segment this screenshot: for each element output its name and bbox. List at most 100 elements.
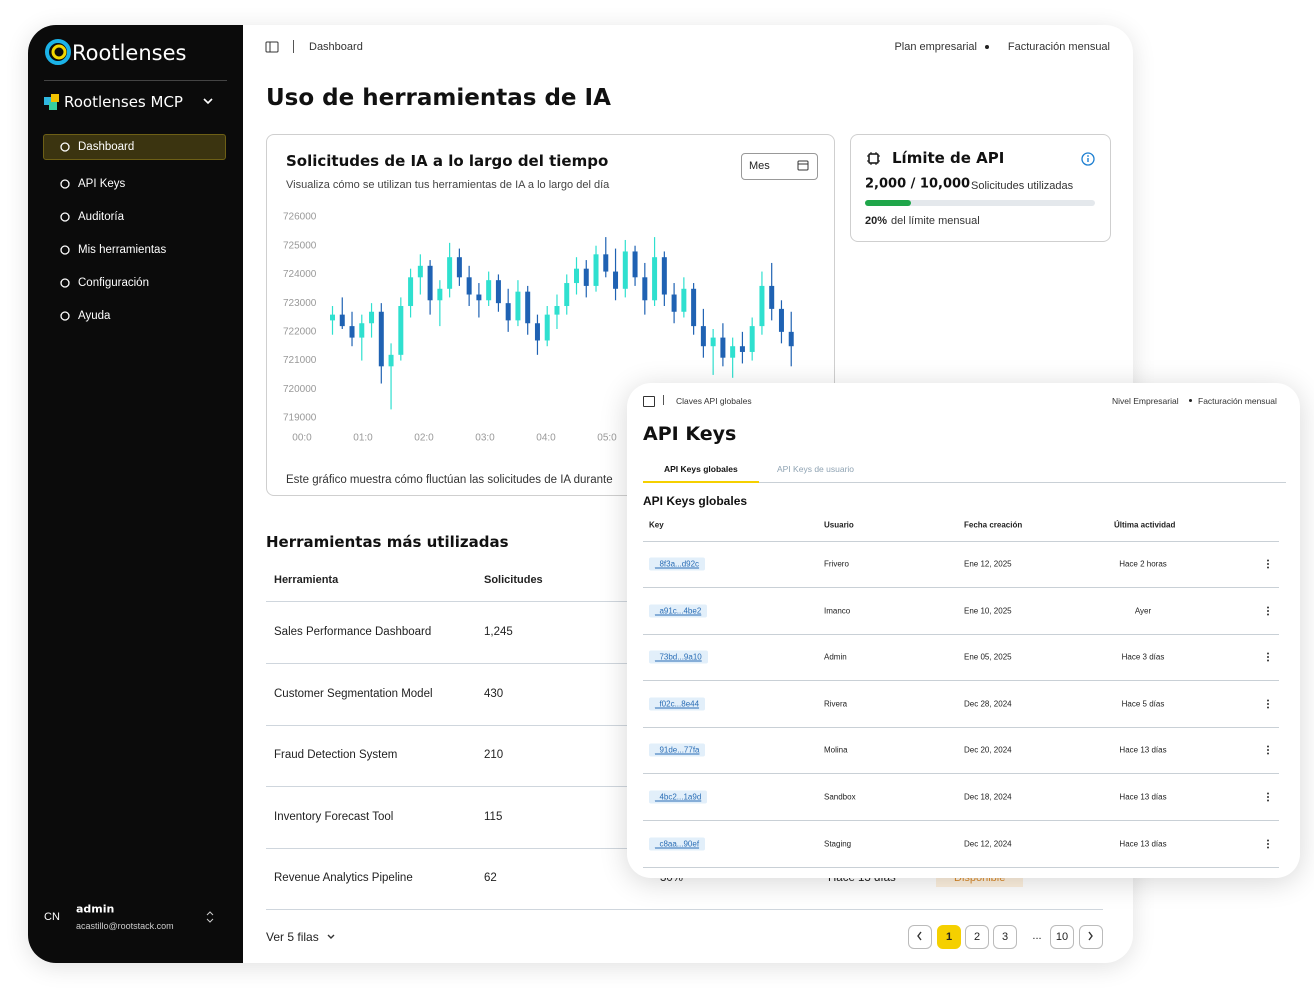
table-header: Herramienta [274, 574, 339, 586]
candle-body [739, 346, 745, 352]
workspace-name[interactable]: Rootlenses MCP [64, 93, 183, 111]
menu-dot [1267, 652, 1269, 655]
x-tick-label: 04:0 [536, 433, 556, 444]
page-arrow[interactable] [1086, 929, 1095, 943]
candle-body [456, 257, 462, 278]
row-menu[interactable] [1266, 792, 1270, 802]
page-button[interactable]: 1 [937, 925, 961, 949]
page-button[interactable]: ... [1032, 930, 1042, 942]
api-usage-label: Solicitudes utilizadas [971, 180, 1074, 192]
created: Ene 10, 2025 [964, 606, 1012, 616]
menu-dot [1267, 706, 1269, 709]
billing: Facturación mensual [1007, 41, 1110, 53]
row-menu[interactable] [1266, 652, 1270, 662]
row-menu[interactable] [1266, 839, 1270, 849]
api-key[interactable]: _f02c...8e44 [649, 697, 706, 711]
page-size[interactable]: Ver 5 filas [266, 930, 319, 944]
nav-icon-shape [60, 179, 70, 189]
breadcrumb: Dashboard [309, 41, 363, 53]
user-menu[interactable] [205, 911, 215, 923]
candle-body [574, 268, 579, 284]
breadcrumb: Claves API globales [676, 396, 752, 406]
candle-body [417, 265, 423, 278]
row-menu[interactable] [1266, 699, 1270, 709]
nav-item[interactable]: Configuración [78, 277, 149, 289]
plan: Plan empresarial [894, 41, 977, 53]
candle-body [476, 294, 482, 301]
user-initials: CN [44, 911, 60, 923]
period-select[interactable] [741, 153, 818, 180]
user: Molina [824, 745, 848, 755]
x-tick-label: 05:0 [597, 433, 617, 444]
menu-dot [1267, 699, 1269, 702]
panel-title: API Keys [643, 423, 737, 445]
nav-icon [60, 179, 70, 189]
info-icon[interactable] [1081, 152, 1095, 166]
candle-body [749, 326, 755, 352]
candle-body [495, 280, 501, 304]
candle-body [534, 323, 540, 341]
nav-item[interactable]: Mis herramientas [78, 244, 167, 256]
nav-item[interactable]: API Keys [78, 178, 126, 190]
sidebar-toggle[interactable] [643, 396, 655, 407]
nav-icon-shape [60, 245, 70, 255]
candle-body [339, 314, 345, 327]
arrow-shape [1088, 931, 1093, 941]
x-tick-label: 02:0 [414, 433, 434, 444]
nav-icon [60, 142, 70, 152]
nav-item[interactable]: Ayuda [78, 310, 111, 322]
api-key[interactable]: _a91c...4be2 [649, 604, 708, 618]
page-button[interactable]: 10 [1050, 925, 1074, 949]
user: Admin [824, 652, 847, 662]
x-tick-label: 00:0 [292, 433, 312, 444]
candle-body [642, 277, 648, 301]
sidebar-toggle[interactable] [265, 41, 279, 53]
candle-body [730, 346, 736, 358]
api-key[interactable]: _73bd...9a10 [649, 650, 708, 664]
tab[interactable]: API Keys globales [664, 464, 738, 474]
candle-body [544, 314, 550, 341]
candle-body [378, 311, 384, 367]
page-arrow[interactable] [915, 929, 924, 943]
last-activity: Hace 5 días [1121, 699, 1165, 709]
nav-icon-shape [60, 278, 70, 288]
page-button[interactable]: 2 [965, 925, 989, 949]
row-menu[interactable] [1266, 559, 1270, 569]
api-key[interactable]: _4bc2...1a9d [649, 790, 708, 804]
menu-dot [1267, 792, 1269, 795]
row-divider [643, 634, 1279, 635]
table-cell: 1,245 [484, 626, 513, 638]
table-header: Fecha creación [964, 520, 1023, 530]
chevron[interactable] [326, 933, 336, 941]
y-tick-label: 724000 [283, 269, 317, 280]
candle-body [359, 323, 365, 338]
created: Ene 12, 2025 [964, 559, 1012, 569]
nav-item[interactable]: Dashboard [78, 141, 135, 153]
nav-item[interactable]: Auditoría [78, 211, 125, 223]
page-button[interactable]: 3 [993, 925, 1017, 949]
chart-title: Solicitudes de IA a lo largo del tiempo [286, 152, 609, 170]
api-key[interactable]: _c8aa...90ef [649, 837, 706, 851]
candle-body [661, 257, 667, 295]
percent-text: del límite mensual [891, 215, 980, 227]
api-key[interactable]: _91de...77fa [649, 743, 706, 757]
row-menu[interactable] [1266, 606, 1270, 616]
chevron[interactable] [202, 97, 214, 107]
section-title: API Keys globales [643, 494, 748, 508]
chart-subtitle: Visualiza cómo se utilizan tus herramien… [286, 179, 610, 191]
menu-dot [1267, 656, 1269, 659]
candle-body [700, 326, 706, 347]
candle-body [564, 283, 570, 307]
x-tick-label: 03:0 [475, 433, 495, 444]
tabs-line [643, 482, 1286, 483]
page-prev[interactable] [908, 925, 932, 949]
api-key[interactable]: _8f3a...d92c [649, 557, 706, 571]
row-divider [643, 680, 1279, 681]
billing: Facturación mensual [1198, 396, 1277, 406]
candle-body [583, 268, 589, 286]
table-header: Última actividad [1114, 520, 1176, 530]
workspace-icon [44, 94, 59, 110]
nav-active [43, 134, 226, 160]
tab[interactable]: API Keys de usuario [777, 464, 855, 474]
row-menu[interactable] [1266, 745, 1270, 755]
